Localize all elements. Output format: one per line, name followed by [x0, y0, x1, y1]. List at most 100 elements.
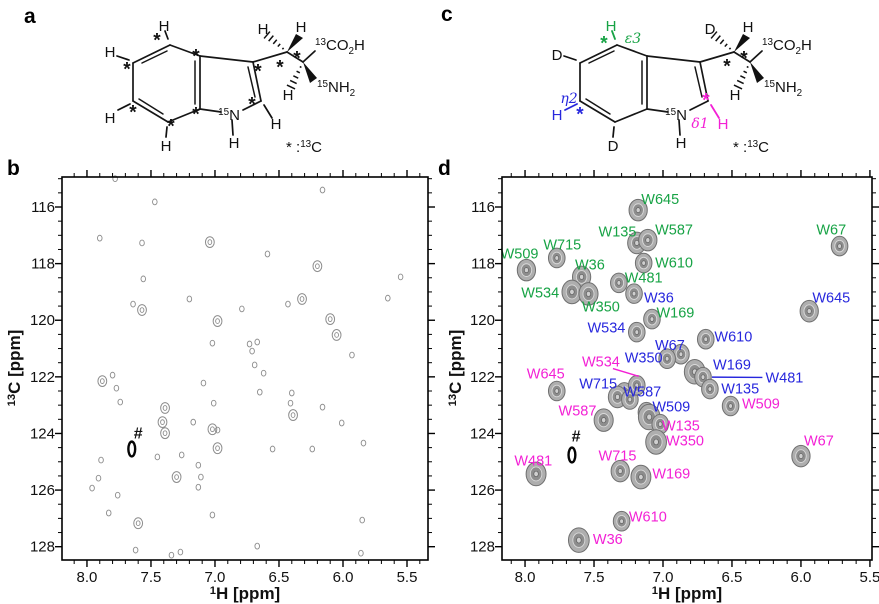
peak-assignment-d1-W135: W135 [662, 419, 700, 435]
nmr-peak [319, 186, 326, 194]
peak-assignment-h2-W36: W36 [644, 291, 674, 307]
bond [252, 51, 288, 63]
bond [749, 50, 763, 63]
nmr-peaks-d [516, 198, 849, 553]
nmr-peak-inner [327, 316, 333, 322]
nmr-peak [89, 484, 95, 492]
bond [231, 119, 234, 136]
nmr-peak [209, 511, 216, 519]
hatched-wedge-bond [733, 84, 743, 90]
nmr-peak [132, 546, 139, 554]
bond [612, 126, 615, 138]
nmr-peak [331, 329, 342, 341]
nmr-peak-blob [658, 348, 676, 370]
hatched-wedge-bond [286, 84, 296, 90]
hatched-wedge-bond [263, 31, 271, 39]
isotope-legend: * :13C [733, 139, 769, 156]
bond [164, 30, 169, 40]
bond [689, 100, 709, 111]
bond [165, 126, 168, 138]
atom-label: H [159, 18, 170, 35]
bold-wedge-bond [734, 34, 750, 52]
nmr-peak-inner [162, 405, 168, 411]
hatched-wedge-bond [289, 79, 297, 85]
nmr-peak-inner [290, 412, 296, 418]
atom-label: H [296, 19, 307, 36]
nmr-peak [288, 409, 298, 421]
nmr-peak [214, 426, 221, 434]
carbon13-asterisk: * [248, 95, 256, 116]
peak-assignment-e3-W169: W169 [656, 306, 694, 322]
peak-assignment-d1-W36: W36 [593, 532, 623, 548]
nmr-peak [260, 369, 267, 377]
nmr-peak [264, 250, 271, 258]
nmr-peak-blob [630, 464, 652, 490]
peak-assignment-d1-W67: W67 [804, 434, 834, 450]
bond [699, 61, 709, 102]
peak-assignment-d1-W645: W645 [527, 367, 565, 383]
peak-assignment-e3-W481: W481 [625, 270, 663, 286]
nmr-peak-blob [830, 235, 849, 257]
hatched-wedge-bond [746, 65, 749, 69]
nmr-peak-blob [627, 321, 646, 343]
y-tick-label: 120 [470, 312, 495, 329]
atom-label: 15N [665, 107, 687, 124]
nmr-peak [133, 517, 144, 530]
nmr-peak [109, 371, 116, 379]
hatched-wedge-bond [268, 35, 274, 42]
hatched-wedge-bond [296, 70, 301, 74]
atom-label-green: H [606, 18, 617, 35]
bond [247, 66, 256, 98]
nmr-peak [98, 456, 104, 464]
bold-wedge-bond [303, 62, 317, 83]
plot-frame [61, 176, 429, 561]
peak-assignment-d1-W481: W481 [514, 454, 552, 470]
carbon13-asterisk: * [192, 47, 200, 68]
bond [733, 51, 751, 63]
nmr-peak [212, 442, 223, 455]
bond [710, 104, 720, 119]
atom-label: 13CO2H [762, 37, 812, 57]
x-tick-label: 6.5 [722, 569, 743, 586]
hatched-wedge-bond [277, 43, 281, 48]
peak-assignment-e3-W610: W610 [655, 255, 693, 271]
hash-marker-label: # [572, 428, 581, 445]
nmr-peak [137, 304, 147, 316]
y-tick-label: 126 [470, 482, 495, 499]
nmr-peak-inner [162, 430, 168, 437]
nmr-peak-blob [638, 228, 658, 252]
peak-assignment-h2-W587: W587 [623, 385, 661, 401]
peak-assignment-d1-W610: W610 [629, 510, 667, 526]
hatched-wedge-bond [736, 79, 744, 85]
nmr-peak [186, 295, 193, 303]
peak-assignment-h2-W350: W350 [625, 351, 663, 367]
bold-wedge-bond [750, 62, 764, 83]
peak-assignment-h2-W534: W534 [587, 321, 625, 337]
nmr-peak [239, 305, 245, 313]
carbon13-asterisk: * [293, 49, 301, 70]
nmr-peak [309, 445, 316, 453]
hatched-wedge-bond [293, 75, 299, 79]
carbon13-asterisk: * [740, 49, 748, 70]
y-tick-label: 120 [30, 312, 55, 329]
hatched-wedge-bond [719, 39, 725, 45]
atom-label: 13CO2H [315, 37, 365, 57]
peak-assignment-h2-W645: W645 [812, 291, 850, 307]
nmr-peak-blob [567, 527, 590, 553]
x-axis-title: 1H [ppm] [652, 584, 722, 603]
nmr-peak [349, 351, 355, 359]
nmr-peak [254, 542, 260, 550]
bond [138, 98, 164, 115]
y-tick-label: 128 [30, 539, 55, 556]
atom-label-blue: H [552, 107, 563, 124]
nmr-peak-blob [593, 408, 614, 432]
nmr-peak [297, 293, 307, 305]
nmr-peak [198, 473, 204, 481]
nmr-peak [285, 300, 291, 308]
x-tick-label: 6.0 [333, 569, 354, 586]
bond [694, 66, 703, 98]
peak-assignment-d1-W509: W509 [742, 397, 780, 413]
nmr-peak [195, 483, 202, 491]
